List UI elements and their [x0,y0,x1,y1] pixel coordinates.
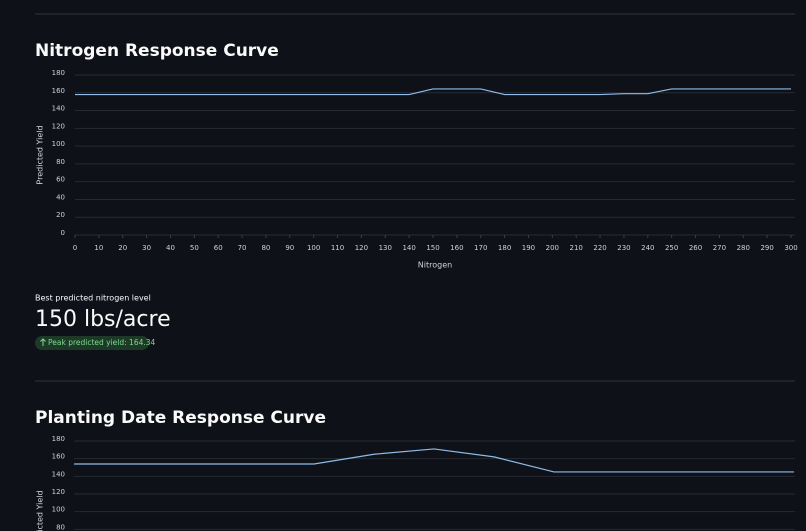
x-tick-label: 280 [737,244,750,252]
x-tick-label: 10 [94,244,103,252]
x-tick-label: 260 [689,244,702,252]
data-line [74,448,794,473]
y-tick-label: 120 [52,488,65,496]
x-tick-label: 120 [355,244,368,252]
x-axis-label: Nitrogen [418,261,452,270]
x-tick-label: 300 [784,244,797,252]
x-tick-label: 180 [498,244,511,252]
metric-label: Best predicted nitrogen level [35,294,151,303]
x-tick-label: 210 [570,244,583,252]
up-arrow-icon [40,338,46,346]
x-tick-label: 130 [379,244,392,252]
y-tick-label: 180 [52,69,65,77]
x-tick-label: 0 [73,244,77,252]
y-tick-label: 160 [52,453,65,461]
x-tick-label: 220 [593,244,606,252]
y-axis-label: Predicted Yield [36,125,45,184]
y-tick-label: 20 [56,211,65,219]
chart-title: Nitrogen Response Curve [35,41,279,61]
x-tick-label: 240 [641,244,654,252]
x-tick-label: 270 [713,244,726,252]
x-tick-label: 290 [760,244,773,252]
y-tick-label: 80 [56,158,65,166]
x-tick-label: 100 [307,244,320,252]
y-tick-label: 60 [56,176,65,184]
y-tick-label: 80 [56,523,65,531]
data-line [75,88,791,96]
x-tick-label: 50 [190,244,199,252]
y-tick-label: 0 [61,229,65,237]
x-tick-label: 60 [214,244,223,252]
x-tick-label: 170 [474,244,487,252]
x-tick-label: 20 [118,244,127,252]
metric-delta: Peak predicted yield: 164.34 [48,338,156,347]
y-tick-label: 100 [52,140,65,148]
x-tick-label: 30 [142,244,151,252]
delta-pill [35,336,149,350]
y-tick-label: 140 [52,470,65,478]
y-tick-label: 40 [56,193,65,201]
x-tick-label: 70 [238,244,247,252]
y-tick-label: 120 [52,122,65,130]
x-tick-label: 250 [665,244,678,252]
x-tick-label: 200 [546,244,559,252]
y-axis-label: Predicted Yield [36,490,45,531]
x-tick-label: 80 [261,244,270,252]
y-tick-label: 160 [52,87,65,95]
chart-title: Planting Date Response Curve [35,408,326,428]
x-tick-label: 190 [522,244,535,252]
x-tick-label: 90 [285,244,294,252]
x-tick-label: 40 [166,244,175,252]
x-tick-label: 160 [450,244,463,252]
metric-value: 150 lbs/acre [35,307,171,332]
x-tick-label: 150 [426,244,439,252]
x-tick-label: 230 [617,244,630,252]
y-tick-label: 140 [52,105,65,113]
y-tick-label: 180 [52,435,65,443]
y-tick-label: 100 [52,506,65,514]
x-tick-label: 110 [331,244,344,252]
x-tick-label: 140 [402,244,415,252]
